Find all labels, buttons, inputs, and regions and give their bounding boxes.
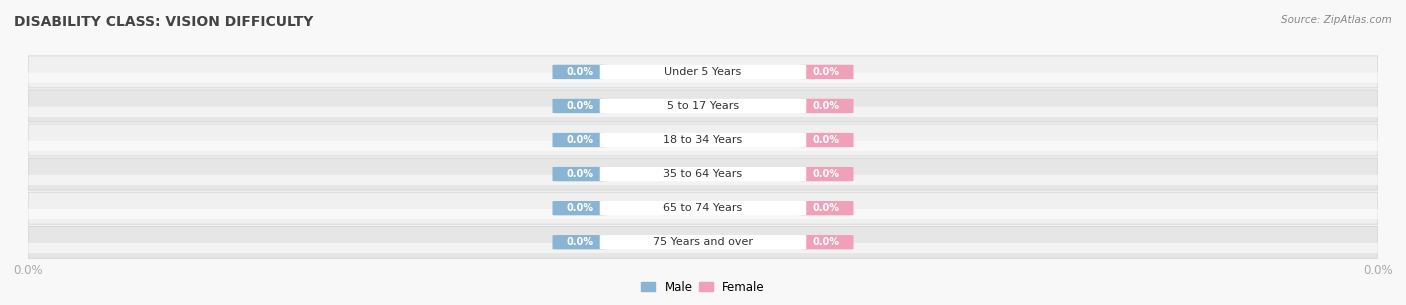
Text: Source: ZipAtlas.com: Source: ZipAtlas.com [1281, 15, 1392, 25]
Text: 0.0%: 0.0% [813, 67, 839, 77]
FancyBboxPatch shape [600, 201, 806, 215]
Text: 35 to 64 Years: 35 to 64 Years [664, 169, 742, 179]
FancyBboxPatch shape [28, 107, 1378, 117]
FancyBboxPatch shape [799, 99, 853, 113]
Text: 5 to 17 Years: 5 to 17 Years [666, 101, 740, 111]
Text: 0.0%: 0.0% [813, 135, 839, 145]
FancyBboxPatch shape [28, 90, 1378, 122]
FancyBboxPatch shape [553, 201, 607, 215]
Text: 18 to 34 Years: 18 to 34 Years [664, 135, 742, 145]
FancyBboxPatch shape [28, 158, 1378, 190]
FancyBboxPatch shape [553, 99, 607, 113]
Text: 0.0%: 0.0% [813, 101, 839, 111]
FancyBboxPatch shape [553, 235, 607, 249]
FancyBboxPatch shape [28, 124, 1378, 156]
FancyBboxPatch shape [799, 167, 853, 181]
FancyBboxPatch shape [28, 192, 1378, 224]
FancyBboxPatch shape [600, 133, 806, 147]
FancyBboxPatch shape [28, 56, 1378, 88]
FancyBboxPatch shape [28, 73, 1378, 83]
FancyBboxPatch shape [600, 167, 806, 181]
Text: 0.0%: 0.0% [567, 67, 593, 77]
Text: 0.0%: 0.0% [813, 169, 839, 179]
Text: 0.0%: 0.0% [567, 135, 593, 145]
FancyBboxPatch shape [28, 209, 1378, 219]
Text: 0.0%: 0.0% [567, 101, 593, 111]
Text: 65 to 74 Years: 65 to 74 Years [664, 203, 742, 213]
FancyBboxPatch shape [799, 133, 853, 147]
FancyBboxPatch shape [600, 99, 806, 113]
FancyBboxPatch shape [799, 65, 853, 79]
FancyBboxPatch shape [28, 243, 1378, 253]
Text: 0.0%: 0.0% [813, 237, 839, 247]
FancyBboxPatch shape [553, 65, 607, 79]
FancyBboxPatch shape [553, 167, 607, 181]
FancyBboxPatch shape [28, 141, 1378, 151]
Text: 0.0%: 0.0% [813, 203, 839, 213]
Text: 0.0%: 0.0% [567, 237, 593, 247]
FancyBboxPatch shape [799, 201, 853, 215]
FancyBboxPatch shape [28, 175, 1378, 185]
FancyBboxPatch shape [799, 235, 853, 249]
Text: Under 5 Years: Under 5 Years [665, 67, 741, 77]
FancyBboxPatch shape [553, 133, 607, 147]
Text: 75 Years and over: 75 Years and over [652, 237, 754, 247]
FancyBboxPatch shape [600, 65, 806, 79]
Text: 0.0%: 0.0% [567, 169, 593, 179]
FancyBboxPatch shape [28, 226, 1378, 258]
Text: DISABILITY CLASS: VISION DIFFICULTY: DISABILITY CLASS: VISION DIFFICULTY [14, 15, 314, 29]
FancyBboxPatch shape [600, 235, 806, 249]
Legend: Male, Female: Male, Female [637, 276, 769, 298]
Text: 0.0%: 0.0% [567, 203, 593, 213]
